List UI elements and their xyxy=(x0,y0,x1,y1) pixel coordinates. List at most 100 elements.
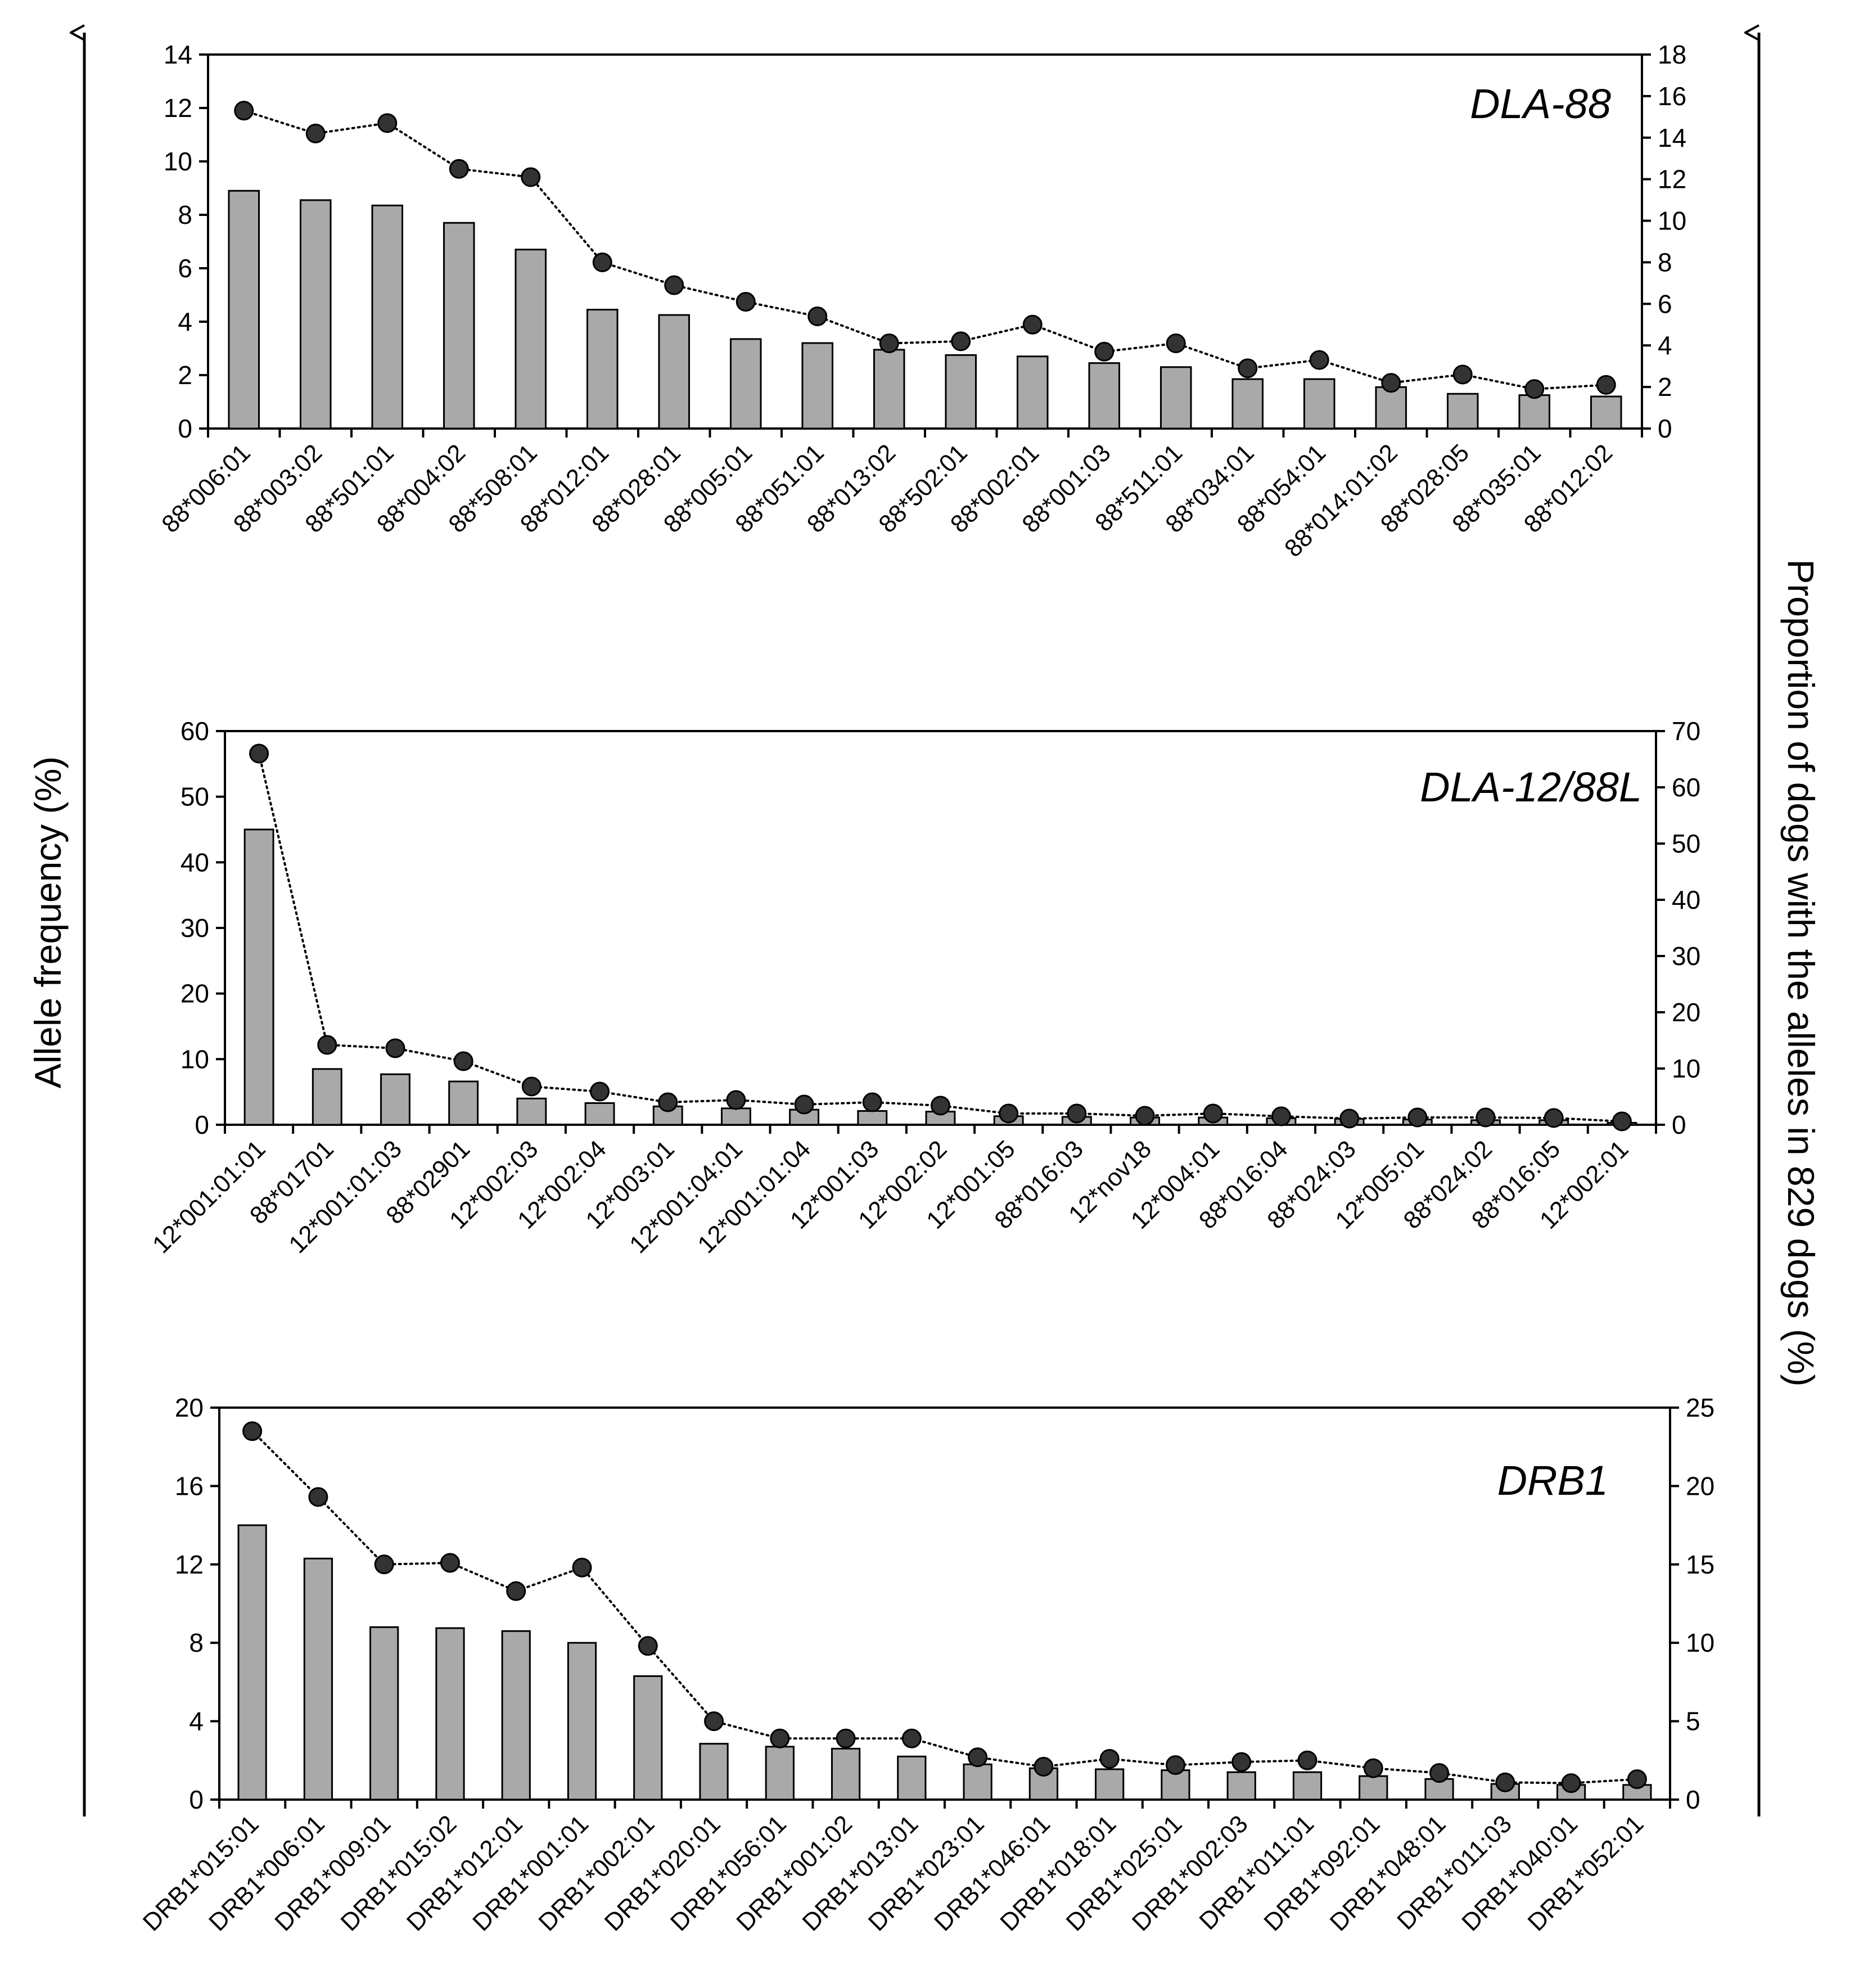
bar xyxy=(380,1073,410,1126)
category-label: DRB1*002:03 xyxy=(1127,1810,1253,1936)
line-point xyxy=(704,1711,724,1732)
bar xyxy=(945,354,977,430)
panel-title: DLA-88 xyxy=(1470,80,1611,127)
bar xyxy=(1303,378,1335,430)
category-label: DRB1*011:03 xyxy=(1392,1810,1517,1935)
bar xyxy=(1161,1769,1190,1801)
line-point xyxy=(317,1035,337,1055)
left-tick-label: 8 xyxy=(189,1628,204,1657)
left-tick-label: 12 xyxy=(175,1550,204,1579)
category-label: DRB1*001:02 xyxy=(731,1810,858,1936)
bar xyxy=(699,1743,729,1801)
line-point xyxy=(736,292,756,312)
right-tick-label: 16 xyxy=(1658,82,1686,111)
left-tick-label: 12 xyxy=(164,93,192,123)
category-label: DRB1*052:01 xyxy=(1523,1810,1649,1936)
line-point xyxy=(1135,1106,1155,1126)
right-tick-label: 5 xyxy=(1686,1707,1700,1736)
bar xyxy=(516,1097,547,1126)
left-tick-label: 50 xyxy=(181,782,209,812)
category-label: DRB1*011:01 xyxy=(1194,1810,1319,1935)
bar xyxy=(1226,1771,1256,1801)
bar xyxy=(857,1110,888,1126)
right-tick-label: 50 xyxy=(1672,829,1700,858)
right-tick-label: 6 xyxy=(1658,289,1672,318)
line-point xyxy=(1067,1103,1087,1124)
line-point xyxy=(1452,364,1473,385)
right-tick-label: 12 xyxy=(1658,165,1686,194)
bar xyxy=(443,222,475,430)
line-point xyxy=(1612,1111,1632,1132)
category-label: DRB1*015:02 xyxy=(336,1810,462,1936)
line-point xyxy=(658,1092,678,1112)
panel-title: DRB1 xyxy=(1497,1457,1608,1504)
category-label: DRB1*046:01 xyxy=(929,1810,1055,1936)
line-point xyxy=(234,101,254,121)
left-tick-label: 0 xyxy=(189,1785,204,1814)
line-point xyxy=(968,1747,988,1768)
line-point xyxy=(1166,333,1186,354)
line-point xyxy=(521,1076,542,1097)
series-line xyxy=(251,1430,1639,1784)
category-label: 12*001:01:01 xyxy=(147,1135,271,1259)
line-point xyxy=(951,331,971,351)
line-point xyxy=(305,123,326,143)
right-tick-label: 0 xyxy=(1658,414,1672,443)
series-line xyxy=(258,752,1623,1123)
bar xyxy=(1292,1771,1323,1801)
bar xyxy=(435,1627,465,1801)
left-tick-label: 30 xyxy=(181,913,209,943)
left-tick-label: 10 xyxy=(181,1044,209,1074)
bar xyxy=(1590,395,1622,430)
line-point xyxy=(726,1090,746,1110)
category-label: DRB1*092:01 xyxy=(1258,1810,1385,1936)
line-point xyxy=(862,1092,882,1112)
line-point xyxy=(242,1421,263,1441)
right-tick-label: 60 xyxy=(1672,773,1700,802)
bar xyxy=(448,1080,479,1126)
bar xyxy=(369,1626,399,1801)
right-tick-label: 4 xyxy=(1658,331,1672,360)
left-tick-label: 10 xyxy=(164,147,192,176)
right-tick-label: 20 xyxy=(1686,1471,1714,1500)
bar xyxy=(1028,1767,1059,1801)
category-label: DRB1*013:01 xyxy=(797,1810,924,1936)
bar xyxy=(1159,366,1192,430)
line-point xyxy=(590,1081,610,1102)
bar xyxy=(1231,378,1264,430)
left-tick-label: 0 xyxy=(178,414,192,443)
line-point xyxy=(999,1103,1019,1124)
bar xyxy=(515,249,547,430)
line-point xyxy=(836,1728,856,1748)
right-axis-title: Proportion of dogs with the alleles in 8… xyxy=(1780,559,1822,1386)
line-point xyxy=(1034,1756,1054,1777)
bar xyxy=(1446,393,1479,430)
line-point xyxy=(385,1038,405,1058)
bar xyxy=(237,1524,267,1801)
right-tick-label: 0 xyxy=(1672,1110,1686,1139)
panel-title: DLA-12/88L xyxy=(1420,764,1642,810)
bar xyxy=(371,204,404,430)
left-axis-title: Allele frequency (%) xyxy=(27,756,69,1089)
line-point xyxy=(1238,358,1258,378)
line-point xyxy=(377,113,398,133)
panel-drb1: 0 4 8 12 16 20 0 5 10 15 20 25 DRB1*015:01DRB1*006:0… xyxy=(138,1393,1714,1936)
category-label: DRB1*025:01 xyxy=(1061,1810,1188,1936)
line-point xyxy=(572,1557,592,1577)
line-point xyxy=(807,306,828,326)
line-point xyxy=(901,1728,922,1748)
left-tick-label: 20 xyxy=(181,979,209,1008)
line-point xyxy=(506,1581,526,1601)
bar xyxy=(1095,1768,1125,1801)
bar xyxy=(299,199,332,430)
category-label: DRB1*048:01 xyxy=(1325,1810,1451,1936)
line-point xyxy=(1099,1749,1120,1769)
right-tick-label: 10 xyxy=(1672,1054,1700,1083)
category-label: DRB1*056:01 xyxy=(665,1810,792,1936)
line-point xyxy=(249,743,269,764)
line-point xyxy=(638,1636,658,1656)
left-tick-label: 8 xyxy=(178,200,192,229)
bar xyxy=(1359,1775,1388,1801)
line-point xyxy=(664,275,684,295)
